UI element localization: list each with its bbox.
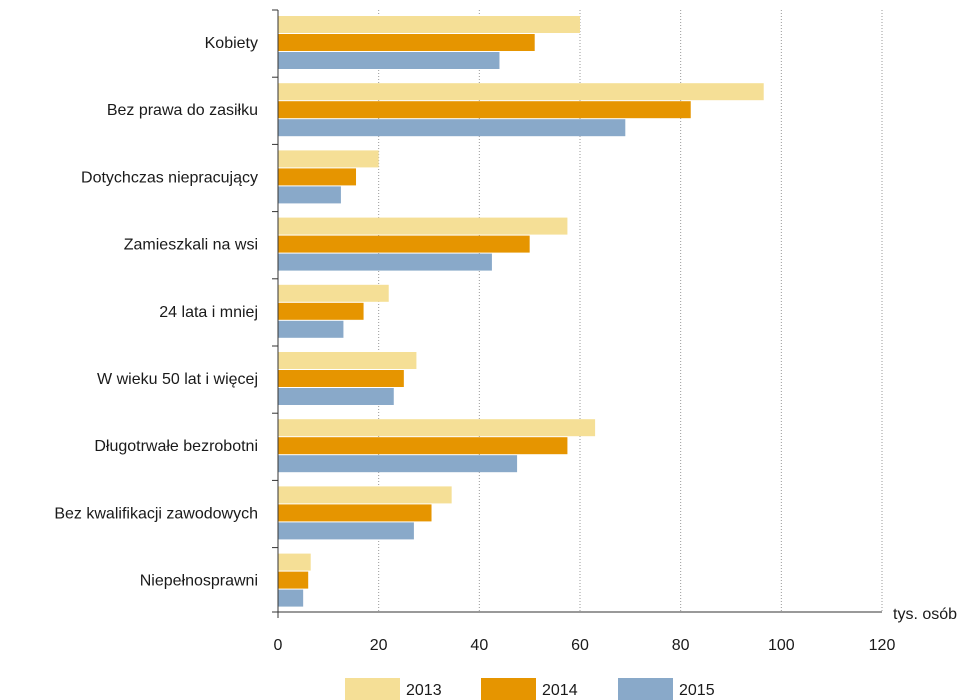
x-tick-labels: 0 20 40 60 80 100 120 <box>274 637 896 654</box>
x-tick-label: 0 <box>274 637 283 654</box>
bar-2014 <box>278 168 357 186</box>
bar-2015 <box>278 119 626 137</box>
bar-2014 <box>278 101 691 119</box>
axes <box>272 9 882 618</box>
legend: 2013 2014 2015 <box>345 678 715 700</box>
bar-2013 <box>278 150 379 168</box>
category-label: Dotychczas niepracujący <box>81 169 258 186</box>
category-label: 24 lata i mniej <box>159 304 258 321</box>
category-label: W wieku 50 lat i więcej <box>97 371 258 388</box>
bar-2013 <box>278 352 417 369</box>
legend-swatch-2015 <box>618 678 673 700</box>
x-tick-label: 120 <box>869 637 896 654</box>
bar-2014 <box>278 571 309 589</box>
bar-2015 <box>278 52 500 69</box>
bar-2014 <box>278 504 432 522</box>
bar-2013 <box>278 16 580 33</box>
category-label: Długotrwałe bezrobotni <box>94 438 258 455</box>
legend-swatch-2013 <box>345 678 400 700</box>
x-tick-label: 80 <box>672 637 690 654</box>
legend-label: 2013 <box>406 682 442 699</box>
bar-2014 <box>278 370 404 387</box>
bar-2015 <box>278 253 492 271</box>
x-axis-unit-label: tys. osób <box>893 606 957 623</box>
category-label: Niepełnosprawni <box>140 573 258 590</box>
bar-2015 <box>278 522 414 540</box>
bar-2015 <box>278 388 394 405</box>
x-tick-label: 60 <box>571 637 589 654</box>
bar-2014 <box>278 437 568 455</box>
bar-2013 <box>278 486 452 504</box>
bar-2014 <box>278 302 364 320</box>
category-labels: Kobiety Bez prawa do zasiłku Dotychczas ni… <box>54 35 258 590</box>
x-tick-label: 40 <box>470 637 488 654</box>
bar-2015 <box>278 589 304 607</box>
category-label: Bez kwalifikacji zawodowych <box>54 505 258 522</box>
bar-2013 <box>278 419 596 437</box>
bar-2013 <box>278 217 568 235</box>
category-label: Bez prawa do zasiłku <box>107 102 258 119</box>
category-label: Kobiety <box>205 35 258 52</box>
bar-2015 <box>278 455 518 473</box>
x-tick-label: 20 <box>370 637 388 654</box>
legend-label: 2014 <box>542 682 578 699</box>
bar-2013 <box>278 83 764 101</box>
bar-2014 <box>278 235 530 253</box>
legend-label: 2015 <box>679 682 715 699</box>
bar-2015 <box>278 320 344 338</box>
x-tick-label: 100 <box>768 637 795 654</box>
bar-2015 <box>278 186 341 204</box>
bar-2013 <box>278 284 389 302</box>
bar-2014 <box>278 34 535 51</box>
category-label: Zamieszkali na wsi <box>124 237 258 254</box>
legend-swatch-2014 <box>481 678 536 700</box>
bars <box>278 16 764 607</box>
gridlines <box>378 10 883 612</box>
bar-2013 <box>278 553 311 571</box>
